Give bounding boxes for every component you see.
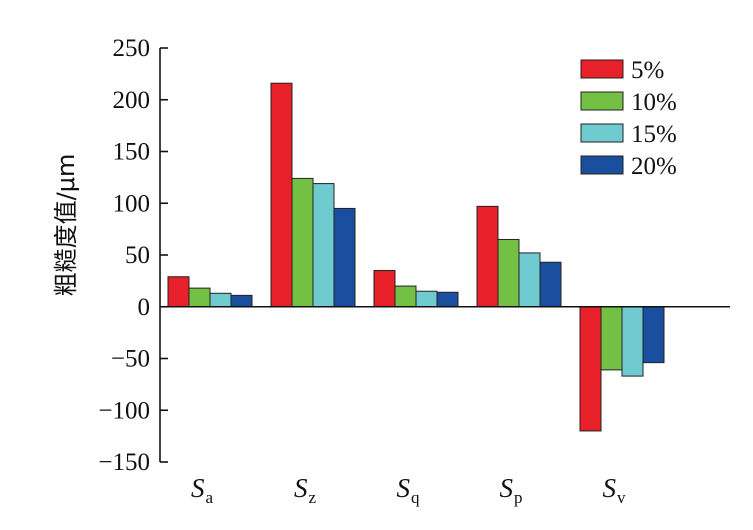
y-tick-label: −150 <box>98 449 150 476</box>
y-tick-label: 150 <box>113 139 151 166</box>
category-main-letter: S <box>397 473 411 503</box>
category-main-letter: S <box>294 473 308 503</box>
category-subscript: a <box>205 488 213 507</box>
x-category-label: Sp <box>500 473 523 507</box>
y-ticks-layer: 250 200 150 100 50 0 −50 −100 −150 <box>98 35 168 476</box>
bar-sa-15pct <box>209 292 232 308</box>
bar-sq-5pct <box>373 270 396 308</box>
y-tick-label: −100 <box>98 397 150 424</box>
bar-sz-10pct <box>291 177 314 308</box>
bar-sp-20pct <box>539 261 562 308</box>
category-main-letter: S <box>603 473 617 503</box>
category-subscript: v <box>617 488 626 507</box>
y-tick-label: 100 <box>113 190 151 217</box>
bars-layer <box>167 82 665 432</box>
bar-sp-15pct <box>518 252 541 308</box>
bar-sv-10pct <box>600 306 623 371</box>
category-main-letter: S <box>500 473 514 503</box>
bar-sq-10pct <box>394 285 417 308</box>
bar-sa-20pct <box>230 294 253 308</box>
bar-sp-5pct <box>476 205 499 308</box>
bar-sq-15pct <box>415 290 438 308</box>
bar-sp-10pct <box>497 238 520 308</box>
legend-label: 10% <box>631 89 677 116</box>
x-category-label: Sq <box>397 473 421 507</box>
x-categories-layer: Sa Sz Sq Sp Sv <box>191 473 626 507</box>
category-subscript: q <box>411 488 420 507</box>
category-subscript: p <box>514 488 523 507</box>
legend-label: 15% <box>631 121 677 148</box>
legend-label: 20% <box>631 153 677 180</box>
category-subscript: z <box>308 488 316 507</box>
bar-sz-5pct <box>270 82 293 308</box>
legend-swatch <box>580 123 624 143</box>
x-category-label: Sa <box>191 473 214 507</box>
y-tick-label: 50 <box>125 242 150 269</box>
bar-sv-5pct <box>579 306 602 432</box>
bar-sa-10pct <box>188 287 211 308</box>
legend-swatch <box>580 91 624 111</box>
bar-sa-5pct <box>167 276 190 308</box>
y-tick-label: 250 <box>113 35 151 62</box>
y-tick-label: 0 <box>138 294 151 321</box>
y-tick-label: 200 <box>113 87 151 114</box>
x-category-label: Sv <box>603 473 627 507</box>
bar-sv-20pct <box>642 306 665 364</box>
bar-sv-15pct <box>621 306 644 377</box>
x-category-label: Sz <box>294 473 317 507</box>
bar-sz-15pct <box>312 183 335 308</box>
legend: 5% 10% 15% 20% <box>580 57 677 180</box>
bar-sz-20pct <box>333 207 356 308</box>
y-tick-label: −50 <box>111 346 150 373</box>
category-main-letter: S <box>191 473 205 503</box>
legend-swatch <box>580 155 624 175</box>
y-axis-title: 粗糙度值/μm <box>52 154 80 297</box>
legend-swatch <box>580 59 624 79</box>
legend-label: 5% <box>631 57 664 84</box>
bar-sq-20pct <box>436 291 459 308</box>
